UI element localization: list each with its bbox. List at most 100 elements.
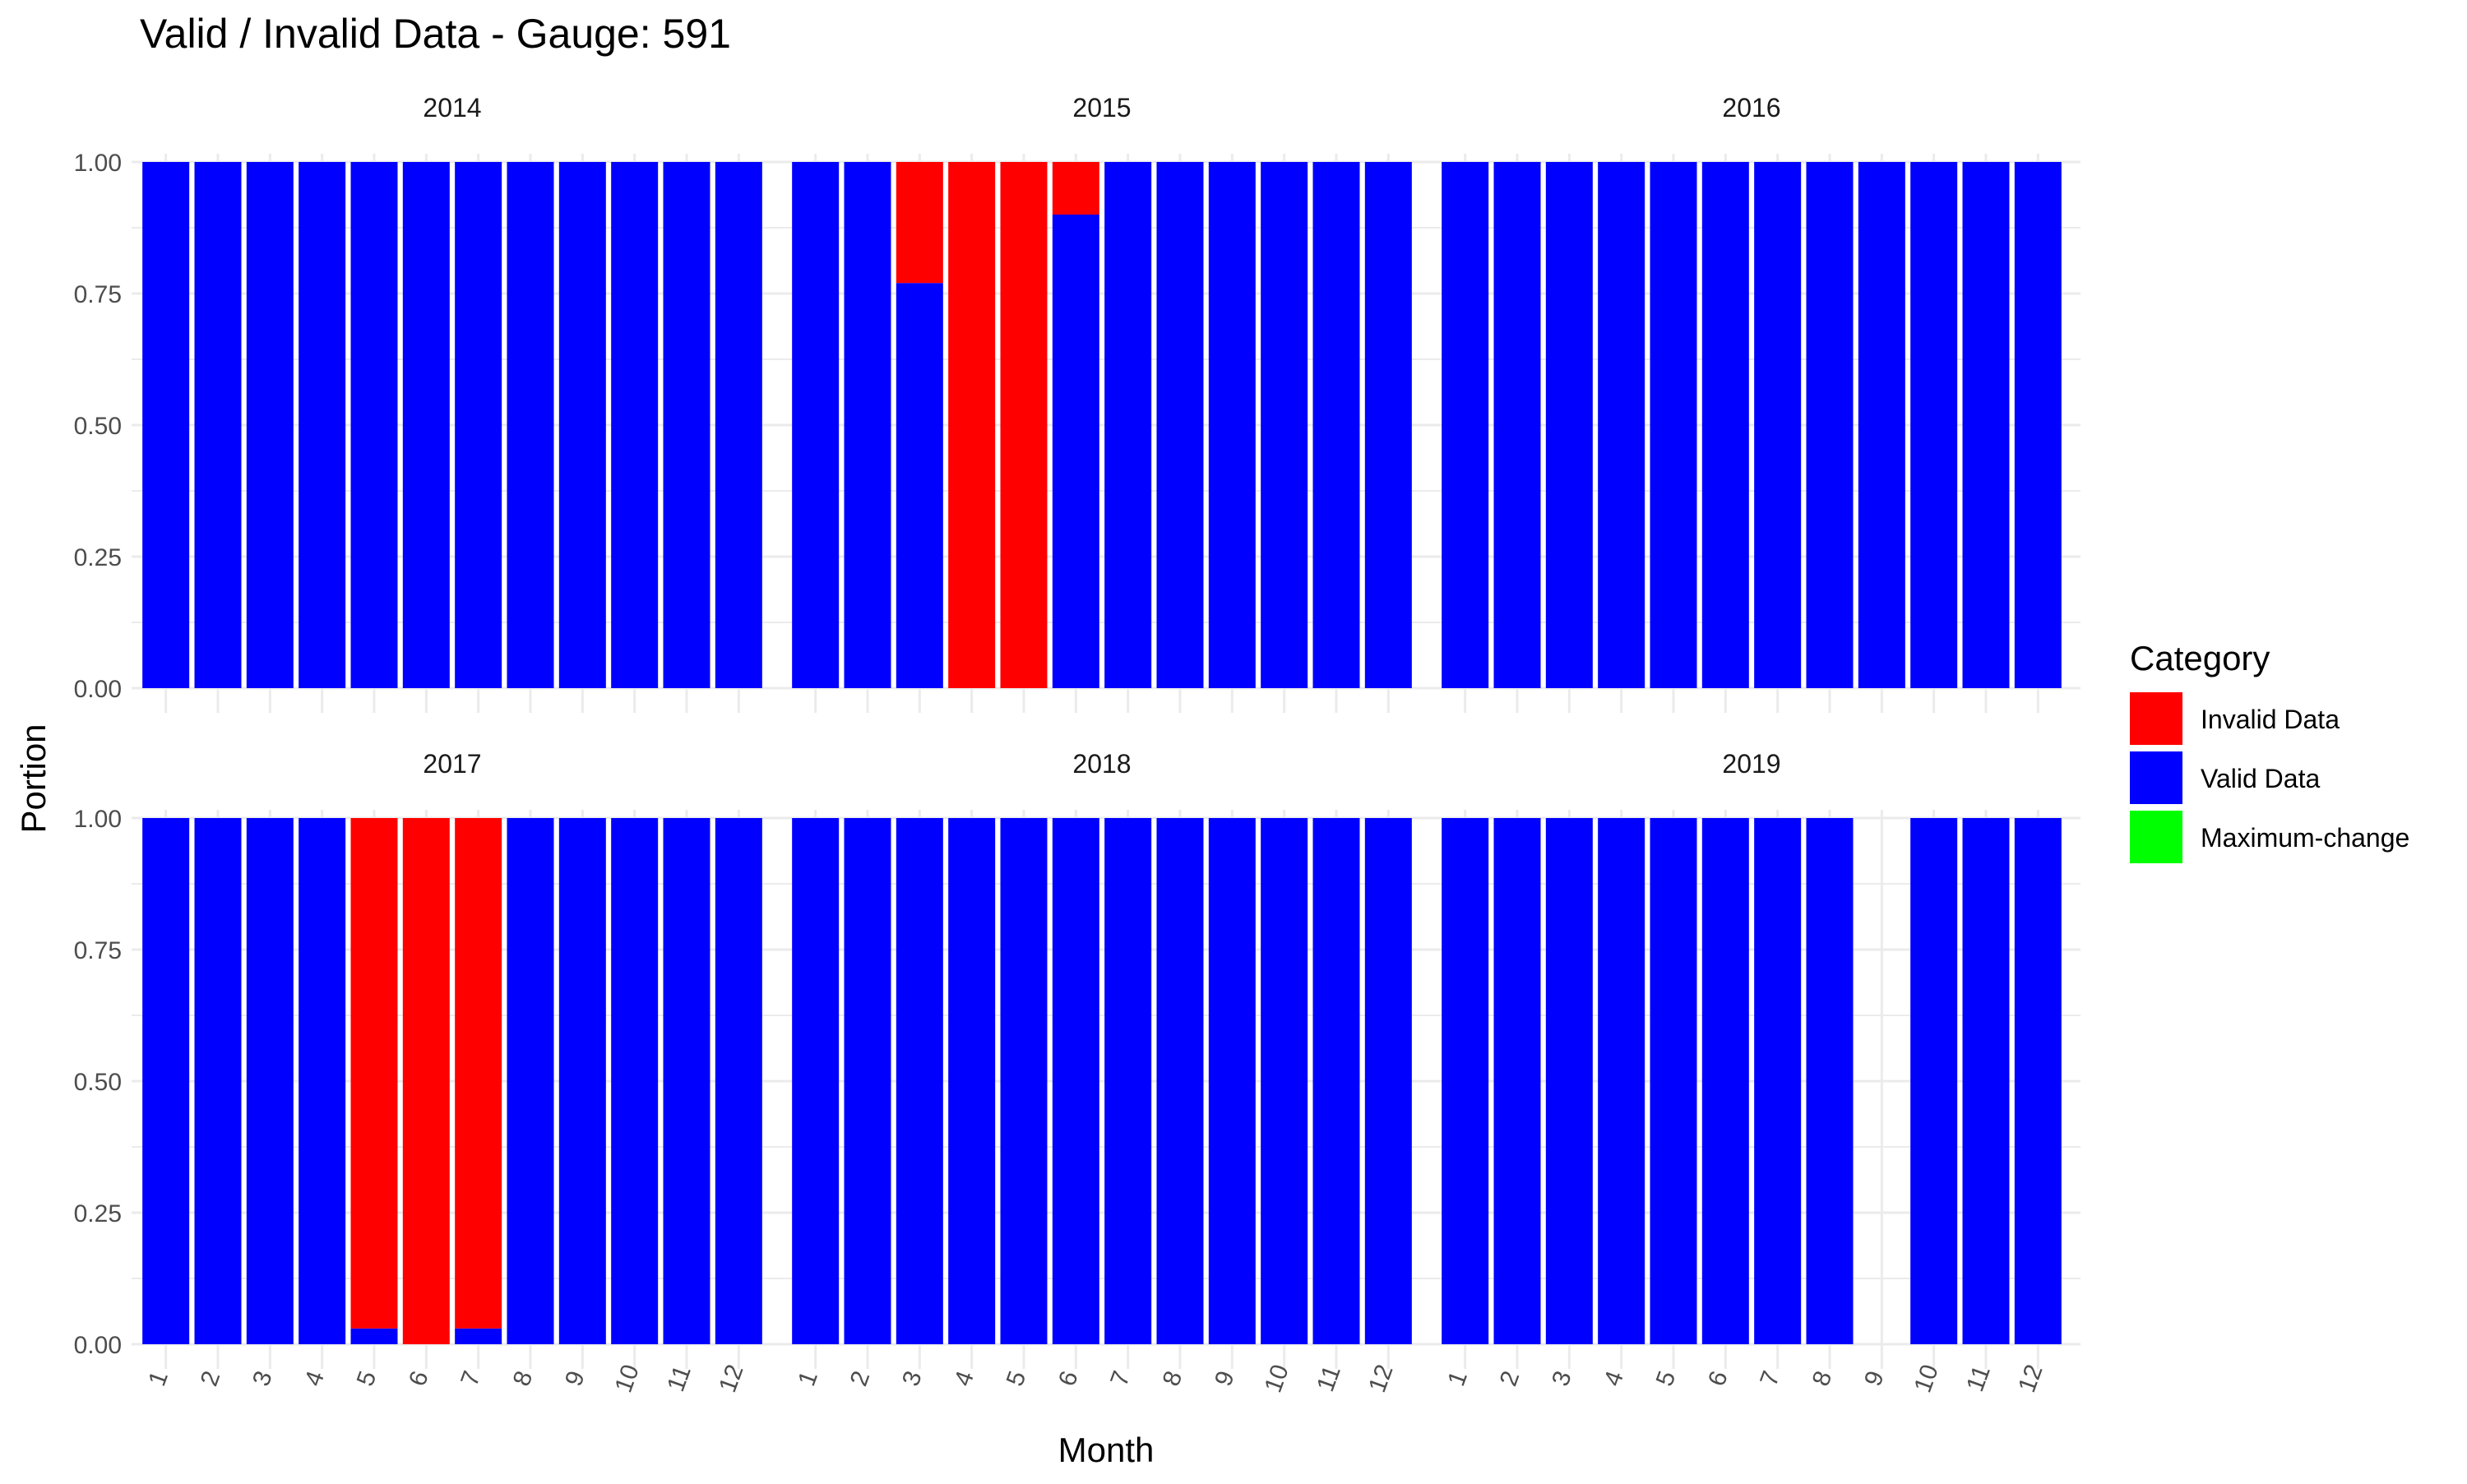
legend: Category Invalid Data Valid Data Maximum-c…: [2130, 639, 2409, 863]
bar-valid-data-month-6: [1701, 162, 1749, 688]
legend-swatch-invalid-data: [2130, 692, 2182, 745]
x-tick-label: 4: [949, 1367, 979, 1389]
y-tick-label: 0.25: [74, 544, 122, 571]
x-tick-label: 12: [1363, 1361, 1398, 1396]
bar-valid-data-month-3: [1545, 818, 1593, 1344]
bar-invalid-data-month-7: [455, 818, 502, 1329]
bar-valid-data-month-8: [1806, 818, 1854, 1344]
bar-valid-data-month-7: [455, 1328, 502, 1344]
bar-valid-data-month-6: [1052, 215, 1099, 688]
x-tick-label: 12: [714, 1361, 748, 1396]
bar-valid-data-month-4: [299, 162, 346, 688]
bar-valid-data-month-8: [507, 162, 554, 688]
legend-items: Invalid Data Valid Data Maximum-change: [2130, 692, 2409, 863]
legend-title: Category: [2130, 639, 2270, 677]
bar-valid-data-month-11: [1962, 162, 2010, 688]
x-tick-label: 4: [1599, 1367, 1629, 1389]
bar-valid-data-month-7: [1754, 162, 1802, 688]
bar-valid-data-month-5: [1000, 818, 1048, 1344]
legend-label-maximum-change: Maximum-change: [2201, 823, 2409, 853]
bar-valid-data-month-5: [1650, 818, 1697, 1344]
bar-valid-data-month-2: [194, 818, 242, 1344]
bar-invalid-data-month-3: [896, 162, 943, 284]
legend-label-valid-data: Valid Data: [2201, 764, 2320, 793]
x-tick-label: 1: [793, 1367, 823, 1389]
facet-panel-2015: 2015: [781, 93, 1431, 713]
facet-panel-2016: 2016: [1431, 93, 2081, 713]
bar-valid-data-month-12: [715, 818, 762, 1344]
bar-valid-data-month-10: [611, 162, 659, 688]
x-tick-label: 1: [143, 1367, 174, 1389]
bar-valid-data-month-2: [194, 162, 242, 688]
bar-valid-data-month-7: [1104, 162, 1152, 688]
bar-valid-data-month-7: [455, 162, 502, 688]
x-tick-label: 7: [1105, 1367, 1136, 1389]
bar-valid-data-month-5: [350, 162, 398, 688]
facet-label-2018: 2018: [1072, 749, 1131, 779]
bar-valid-data-month-11: [1312, 162, 1360, 688]
y-tick-label: 1.00: [74, 806, 122, 833]
chart-title: Valid / Invalid Data - Gauge: 591: [140, 11, 731, 57]
bar-valid-data-month-3: [1545, 162, 1593, 688]
x-tick-label: 7: [456, 1367, 486, 1389]
x-tick-label: 6: [1053, 1367, 1084, 1389]
bar-valid-data-month-1: [792, 162, 840, 688]
facet-label-2016: 2016: [1722, 93, 1780, 123]
x-tick-label: 5: [352, 1367, 382, 1389]
x-tick-label: 2: [845, 1367, 876, 1389]
bar-invalid-data-month-6: [1052, 162, 1099, 215]
x-tick-label: 10: [1260, 1361, 1294, 1396]
bar-valid-data-month-1: [1442, 162, 1489, 688]
x-tick-label: 4: [299, 1367, 330, 1389]
y-tick-label: 1.00: [74, 150, 122, 177]
bar-valid-data-month-8: [1806, 162, 1854, 688]
bar-valid-data-month-11: [1312, 818, 1360, 1344]
bar-valid-data-month-7: [1104, 818, 1152, 1344]
bar-invalid-data-month-5: [1000, 162, 1048, 688]
x-axis-label: Month: [1058, 1431, 1155, 1469]
x-tick-label: 12: [2013, 1361, 2048, 1396]
legend-swatch-valid-data: [2130, 751, 2182, 804]
bar-invalid-data-month-6: [402, 818, 450, 1344]
facet-label-2014: 2014: [423, 93, 481, 123]
x-tick-label: 5: [1651, 1367, 1682, 1389]
bar-valid-data-month-8: [1156, 818, 1204, 1344]
facet-label-2019: 2019: [1722, 749, 1780, 779]
bar-valid-data-month-12: [1364, 818, 1412, 1344]
bar-valid-data-month-2: [1493, 162, 1541, 688]
y-tick-label: 0.75: [74, 281, 122, 308]
bar-valid-data-month-2: [1493, 818, 1541, 1344]
x-tick-label: 9: [560, 1367, 590, 1389]
x-tick-label: 7: [1755, 1367, 1785, 1389]
x-tick-label: 9: [1210, 1367, 1240, 1389]
bar-valid-data-month-6: [402, 162, 450, 688]
x-tick-label: 1: [1442, 1367, 1473, 1389]
bar-valid-data-month-9: [1208, 162, 1256, 688]
bar-valid-data-month-9: [1858, 162, 1905, 688]
x-tick-label: 6: [1703, 1367, 1733, 1389]
y-tick-label: 0.00: [74, 676, 122, 703]
bar-valid-data-month-5: [1650, 162, 1697, 688]
bar-valid-data-month-3: [246, 818, 294, 1344]
x-tick-label: 8: [1158, 1367, 1188, 1389]
x-tick-label: 9: [1859, 1367, 1890, 1389]
bar-valid-data-month-4: [299, 818, 346, 1344]
bar-valid-data-month-2: [844, 162, 891, 688]
bar-valid-data-month-1: [142, 818, 190, 1344]
bar-valid-data-month-4: [1598, 818, 1645, 1344]
bar-valid-data-month-11: [1962, 818, 2010, 1344]
bar-valid-data-month-5: [350, 1328, 398, 1344]
bar-valid-data-month-7: [1754, 818, 1802, 1344]
bar-valid-data-month-8: [507, 818, 554, 1344]
bar-valid-data-month-1: [792, 818, 840, 1344]
x-tick-label: 3: [1547, 1367, 1577, 1389]
x-tick-label: 2: [196, 1367, 226, 1389]
x-tick-label: 11: [662, 1361, 697, 1395]
bar-valid-data-month-1: [1442, 818, 1489, 1344]
x-tick-label: 6: [404, 1367, 434, 1389]
bar-valid-data-month-9: [1208, 818, 1256, 1344]
